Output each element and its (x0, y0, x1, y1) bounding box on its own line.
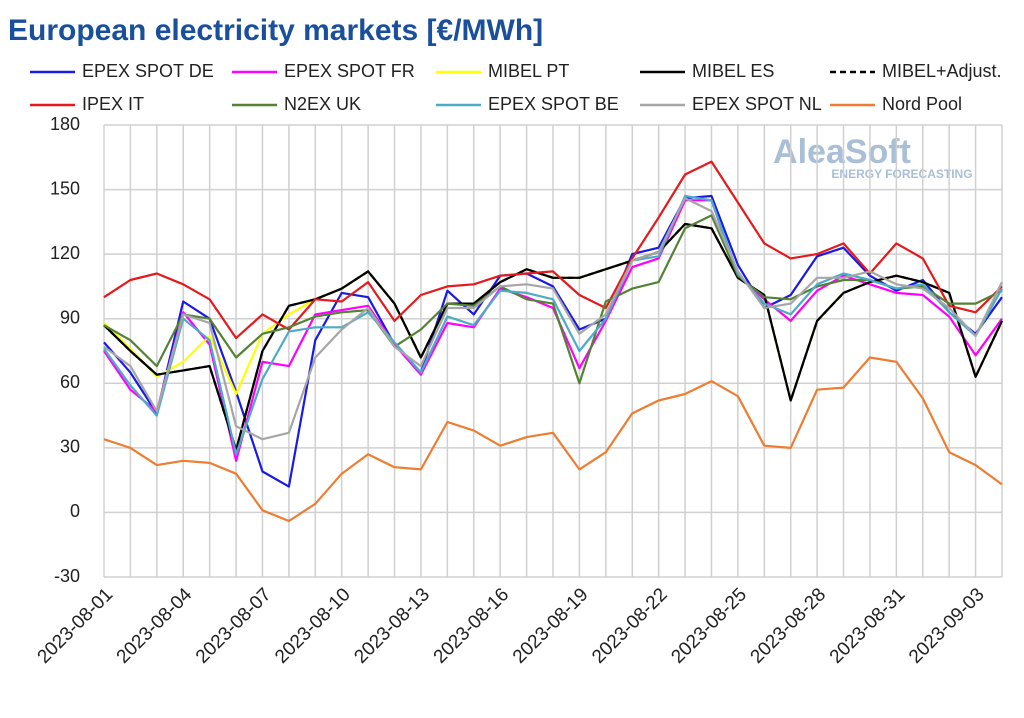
x-tick-label: 2023-08-07 (192, 584, 276, 668)
y-tick-label: -30 (54, 566, 80, 586)
y-tick-label: 60 (60, 372, 80, 392)
y-tick-label: 90 (60, 307, 80, 327)
legend-label: EPEX SPOT NL (692, 94, 822, 114)
x-tick-label: 2023-08-25 (667, 584, 751, 668)
chart-title: European electricity markets [€/MWh] (8, 14, 543, 47)
y-tick-label: 30 (60, 437, 80, 457)
legend-label: MIBEL+Adjust. (882, 61, 1002, 81)
legend-label: EPEX SPOT FR (284, 61, 415, 81)
series-line (103, 214, 1003, 385)
series-line (103, 194, 1003, 488)
series-line (103, 222, 1003, 452)
x-tick-label: 2023-08-13 (350, 584, 434, 668)
legend-label: MIBEL PT (488, 61, 569, 81)
x-tick-label: 2023-08-19 (509, 584, 593, 668)
x-tick-label: 2023-08-10 (271, 584, 355, 668)
y-tick-label: 150 (50, 178, 80, 198)
legend-label: MIBEL ES (692, 61, 774, 81)
y-tick-label: 120 (50, 243, 80, 263)
x-tick-label: 2023-08-28 (747, 584, 831, 668)
x-tick-label: 2023-08-22 (588, 584, 672, 668)
legend-label: EPEX SPOT BE (488, 94, 619, 114)
y-tick-label: 180 (50, 114, 80, 134)
legend-label: N2EX UK (284, 94, 361, 114)
legend-label: Nord Pool (882, 94, 962, 114)
legend-label: EPEX SPOT DE (82, 61, 214, 81)
series-line (103, 199, 1003, 462)
x-tick-label: 2023-08-16 (430, 584, 514, 668)
x-tick-label: 2023-08-01 (33, 584, 117, 668)
series-line (103, 160, 1003, 340)
legend-label: IPEX IT (82, 94, 144, 114)
series-line (103, 356, 1003, 523)
logo-tagline: ENERGY FORECASTING (831, 167, 972, 181)
y-tick-label: 0 (70, 501, 80, 521)
logo-name: AleaSoft (773, 133, 911, 171)
x-tick-label: 2023-08-31 (826, 584, 910, 668)
series-line (103, 197, 1003, 441)
x-tick-label: 2023-08-04 (113, 584, 197, 668)
x-tick-label: 2023-09-03 (905, 584, 989, 668)
